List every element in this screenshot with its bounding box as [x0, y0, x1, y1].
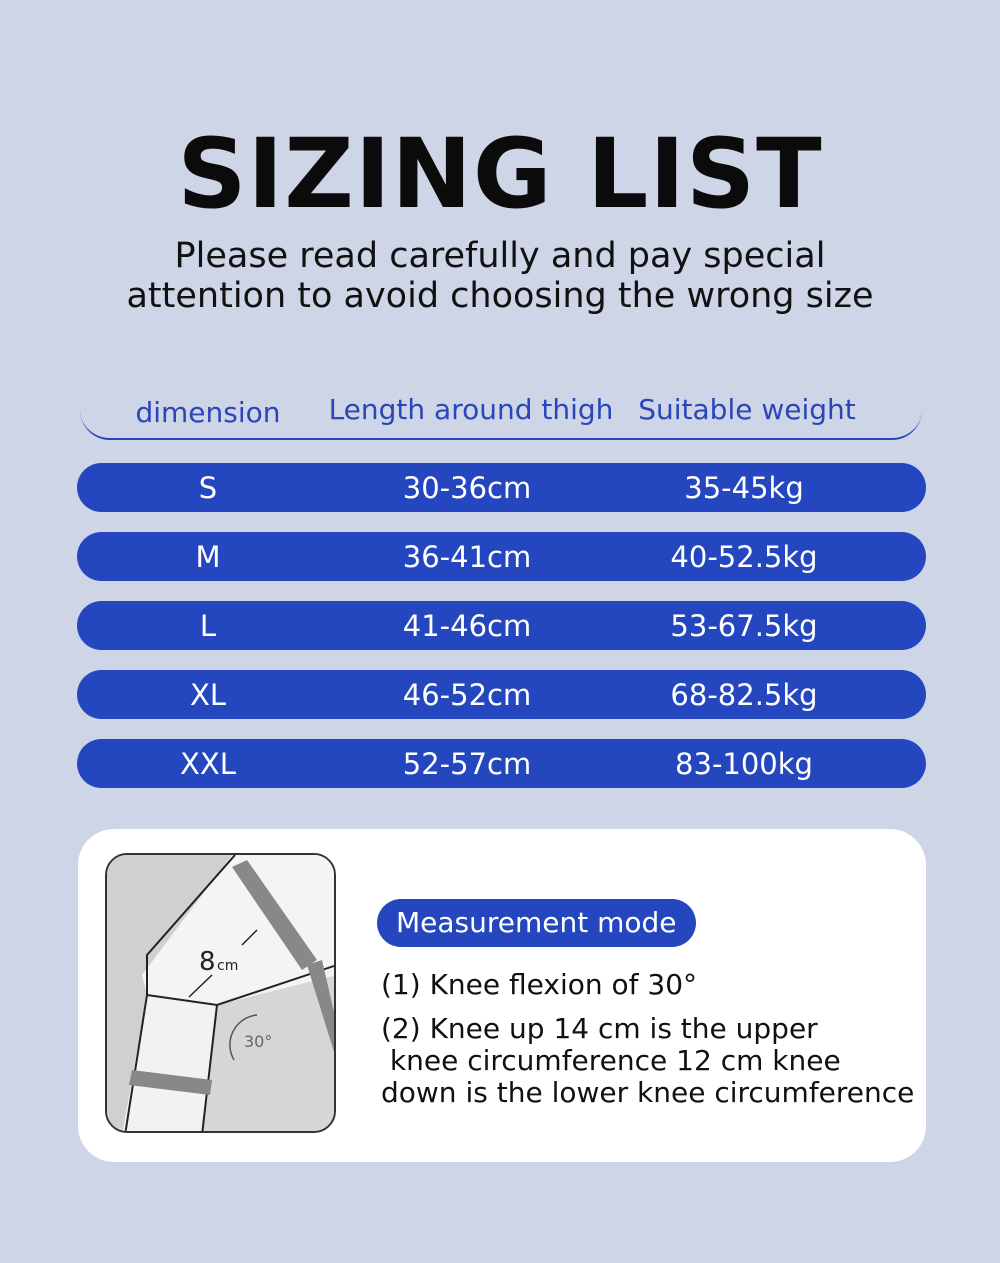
step-2-line: knee circumference 12 cm knee: [381, 1044, 841, 1077]
size-cell: M: [195, 540, 221, 574]
table-row: L 41-46cm 53-67.5kg: [77, 601, 926, 650]
measurement-mode-badge: Measurement mode: [377, 899, 696, 947]
length-cell: 52-57cm: [402, 747, 532, 781]
header-length: Length around thigh: [328, 393, 614, 426]
step-1: (1) Knee flexion of 30°: [381, 968, 698, 1001]
weight-cell: 53-67.5kg: [670, 609, 818, 643]
angle-label: 30°: [244, 1032, 272, 1051]
knee-measurement-illustration: 8 cm 30°: [105, 853, 336, 1133]
header-weight: Suitable weight: [638, 393, 856, 426]
size-cell: XXL: [180, 747, 236, 781]
measurement-card: 8 cm 30° Measurement mode (1) Knee flexi…: [78, 829, 926, 1162]
table-row: XXL 52-57cm 83-100kg: [77, 739, 926, 788]
table-row: XL 46-52cm 68-82.5kg: [77, 670, 926, 719]
table-row: M 36-41cm 40-52.5kg: [77, 532, 926, 581]
page-title: SIZING LIST: [177, 118, 823, 230]
step-2-line: (2) Knee up 14 cm is the upper: [381, 1012, 818, 1045]
step-2-line: down is the lower knee circumference: [381, 1076, 915, 1109]
length-cell: 41-46cm: [402, 609, 532, 643]
subtitle: Please read carefully and pay special at…: [0, 236, 1000, 316]
weight-cell: 40-52.5kg: [670, 540, 818, 574]
size-cell: XL: [189, 678, 227, 712]
weight-cell: 68-82.5kg: [670, 678, 818, 712]
distance-label: 8: [199, 947, 216, 977]
header-dimension: dimension: [135, 396, 281, 429]
weight-cell: 83-100kg: [675, 747, 813, 781]
length-cell: 30-36cm: [402, 471, 532, 505]
size-cell: L: [199, 609, 217, 643]
weight-cell: 35-45kg: [684, 471, 804, 505]
subtitle-line: Please read carefully and pay special: [174, 236, 826, 276]
table-row: S 30-36cm 35-45kg: [77, 463, 926, 512]
subtitle-line: attention to avoid choosing the wrong si…: [126, 276, 874, 316]
length-cell: 36-41cm: [402, 540, 532, 574]
table-header: dimension Length around thigh Suitable w…: [80, 393, 922, 440]
unit-label: cm: [217, 958, 238, 974]
size-cell: S: [198, 471, 218, 505]
length-cell: 46-52cm: [402, 678, 532, 712]
